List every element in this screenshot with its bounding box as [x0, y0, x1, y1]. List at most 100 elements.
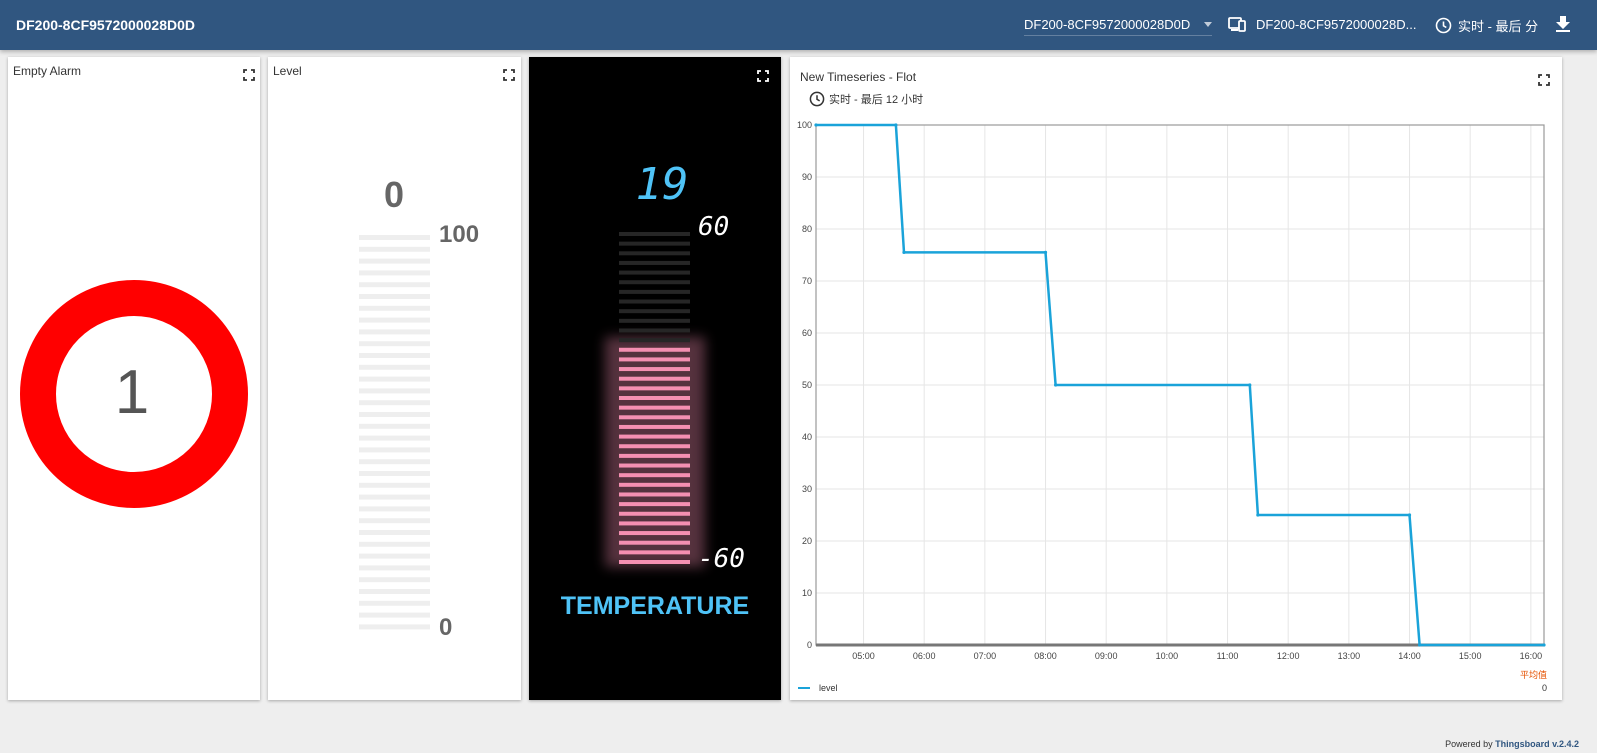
temperature-bar	[619, 482, 690, 487]
temperature-bar	[619, 550, 690, 555]
x-tick-label: 07:00	[974, 651, 997, 661]
temperature-bar	[619, 367, 690, 372]
level-max-label: 100	[439, 221, 479, 248]
x-tick-label: 10:00	[1156, 651, 1179, 661]
level-bar	[359, 376, 430, 382]
temperature-bar	[619, 415, 690, 420]
data-point	[1407, 513, 1412, 517]
widget-title: Level	[273, 64, 302, 78]
level-bar	[359, 541, 430, 547]
data-point	[814, 123, 818, 127]
legend-swatch	[798, 687, 810, 689]
legend-name: level	[819, 683, 838, 693]
level-value: 0	[384, 174, 404, 215]
entity-select[interactable]: DF200-8CF9572000028D0D	[1024, 17, 1213, 36]
legend-item[interactable]: level	[798, 683, 838, 693]
x-tick-label: 14:00	[1398, 651, 1421, 661]
entity-select-value: DF200-8CF9572000028D0D	[1024, 17, 1191, 32]
temperature-bar	[619, 289, 690, 294]
temperature-bar	[619, 502, 690, 507]
level-bar	[359, 258, 430, 264]
level-bar	[359, 565, 430, 571]
x-tick-label: 11:00	[1217, 651, 1239, 661]
clock-icon	[809, 91, 825, 107]
y-tick-label: 70	[802, 276, 812, 286]
temperature-bar	[619, 241, 690, 246]
x-tick-label: 12:00	[1277, 651, 1300, 661]
level-scale-bars	[359, 235, 430, 630]
y-tick-label: 10	[802, 588, 812, 598]
thingsboard-link[interactable]: Thingsboard v.2.4.2	[1495, 739, 1579, 749]
level-bar	[359, 353, 430, 358]
level-bar	[359, 482, 430, 488]
temperature-bar	[619, 299, 690, 304]
y-tick-label: 100	[797, 120, 812, 130]
temperature-bar	[619, 376, 690, 381]
temperature-scale-bars	[619, 232, 690, 564]
level-bar	[359, 423, 430, 429]
empty-alarm-widget: Empty Alarm 1	[8, 57, 260, 700]
y-tick-label: 40	[802, 432, 812, 442]
level-bar	[359, 282, 430, 288]
level-gauge: 0 100 0	[359, 174, 479, 641]
legend-avg: 0	[1542, 683, 1548, 693]
data-point	[1054, 383, 1058, 387]
temperature-bar	[619, 386, 690, 391]
top-toolbar: DF200-8CF9572000028D0D DF200-8CF95720000…	[0, 0, 1597, 50]
devices-icon	[1228, 17, 1246, 32]
temperature-bar	[619, 434, 690, 439]
data-point	[1248, 383, 1252, 387]
y-tick-label: 30	[802, 484, 812, 494]
footer: Powered by Thingsboard v.2.4.2	[1445, 739, 1579, 749]
level-bar	[359, 341, 430, 347]
temperature-label: TEMPERATURE	[561, 592, 749, 620]
level-bar	[359, 530, 430, 535]
temperature-bar	[619, 328, 690, 333]
level-min-label: 0	[439, 614, 452, 641]
temperature-bar	[619, 511, 690, 516]
temperature-bar	[619, 347, 690, 352]
y-tick-label: 80	[802, 224, 812, 234]
download-icon[interactable]	[1555, 15, 1571, 33]
level-bar	[359, 459, 430, 465]
timeseries-widget: New Timeseries - Flot 实时 - 最后 12 小时 0 10 2…	[790, 57, 1562, 700]
temperature-widget: 19 60 -60 TEMPERATURE	[529, 57, 781, 700]
timewindow-label: 实时 - 最后 分	[1458, 19, 1539, 34]
temperature-bar	[619, 251, 690, 256]
fullscreen-icon[interactable]	[757, 70, 769, 82]
entity-alias-button[interactable]: DF200-8CF9572000028D...	[1228, 16, 1416, 32]
level-bar	[359, 400, 430, 406]
fullscreen-icon[interactable]	[1538, 74, 1550, 86]
fullscreen-icon[interactable]	[503, 69, 515, 81]
alarm-value: 1	[115, 358, 149, 427]
level-bar	[359, 329, 430, 335]
y-tick-label: 0	[807, 640, 812, 650]
level-bar	[359, 270, 430, 276]
powered-by-text: Powered by	[1445, 739, 1493, 749]
chart-timewindow[interactable]: 实时 - 最后 12 小时	[809, 91, 923, 107]
level-bar	[359, 294, 430, 299]
x-tick-label: 08:00	[1034, 651, 1057, 661]
temperature-bar	[619, 396, 690, 400]
data-point	[1542, 643, 1546, 647]
widget-title: Empty Alarm	[13, 64, 82, 78]
timewindow-button[interactable]: 实时 - 最后 分	[1435, 16, 1538, 35]
level-bar	[359, 388, 430, 394]
dashboard-title: DF200-8CF9572000028D0D	[16, 17, 195, 33]
y-tick-label: 20	[802, 536, 812, 546]
x-tick-label: 05:00	[852, 651, 875, 661]
clock-icon	[1435, 17, 1452, 34]
level-bar	[359, 589, 430, 594]
x-tick-label: 13:00	[1338, 651, 1361, 661]
widget-title: New Timeseries - Flot	[800, 70, 917, 84]
level-bar	[359, 506, 430, 512]
y-tick-label: 50	[802, 380, 812, 390]
level-bar	[359, 553, 430, 559]
data-point	[1256, 513, 1260, 517]
temperature-gauge: 19 60 -60 TEMPERATURE	[561, 159, 749, 620]
temperature-bar	[619, 405, 690, 410]
temperature-bar	[619, 492, 690, 497]
fullscreen-icon[interactable]	[243, 69, 255, 81]
temperature-bar	[619, 232, 690, 236]
level-bar	[359, 600, 430, 606]
